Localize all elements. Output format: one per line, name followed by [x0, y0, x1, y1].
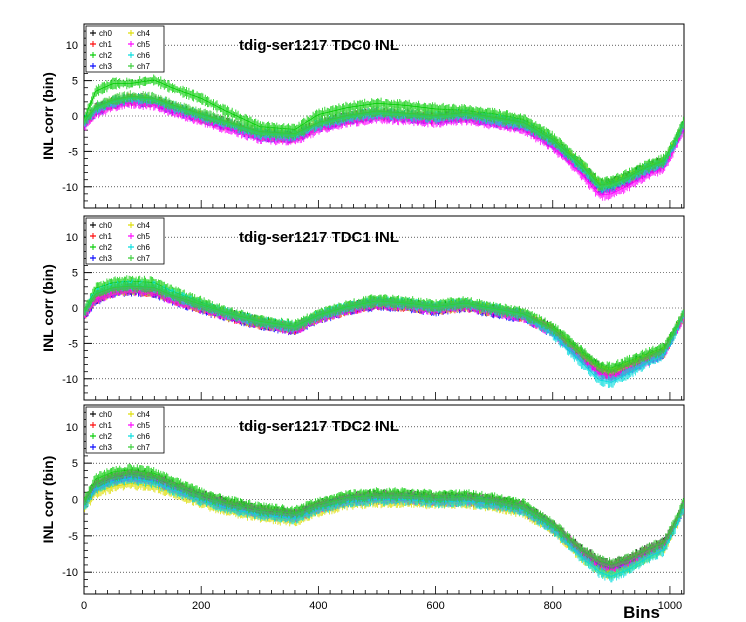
y-tick-label: 10: [66, 40, 78, 52]
legend-box: [85, 25, 165, 73]
y-tick-label: -10: [62, 374, 78, 386]
series-line: [84, 478, 684, 577]
y-tick-label: -10: [62, 182, 78, 194]
legend-entry: ch5: [137, 232, 150, 241]
legend-box: [85, 406, 165, 454]
legend-entry: ch6: [137, 432, 150, 441]
x-tick-label: 800: [544, 600, 562, 612]
legend-entry: ch3: [99, 443, 112, 452]
y-tick-label: 0: [72, 495, 78, 507]
legend-entry: ch4: [137, 29, 150, 38]
legend-entry: ch2: [99, 432, 112, 441]
y-axis-label: INL corr (bin): [40, 72, 56, 160]
legend-entry: ch0: [99, 29, 112, 38]
series-ch6: [84, 473, 684, 583]
x-tick-label: 600: [426, 600, 444, 612]
y-axis-label: INL corr (bin): [40, 456, 56, 544]
legend-entry: ch0: [99, 410, 112, 419]
x-axis-label: Bins: [623, 603, 660, 622]
legend-entry: ch3: [99, 62, 112, 71]
y-tick-label: 10: [66, 422, 78, 434]
x-tick-label: 1000: [658, 600, 682, 612]
panel-1: -10 -5 0 5 10 INL corr (bin) ch0 ch1 ch2 ch3 ch4 ch…: [40, 215, 685, 401]
series-line: [84, 472, 684, 565]
series-line: [84, 285, 684, 371]
series-line: [84, 95, 684, 186]
legend-entry: ch5: [137, 40, 150, 49]
legend-entry: ch4: [137, 221, 150, 230]
y-tick-label: -5: [68, 146, 78, 158]
legend-box: [85, 217, 165, 265]
chart-title: tdig-ser1217 TDC0 INL: [239, 37, 399, 54]
legend-entry: ch7: [137, 62, 150, 71]
panel-0: -10 -5 0 5 10 INL corr (bin) ch0 ch1 ch2 ch3 ch4 ch…: [40, 23, 685, 209]
y-tick-label: -10: [62, 567, 78, 579]
legend-entry: ch6: [137, 243, 150, 252]
series-ch7: [84, 90, 684, 191]
panel-2: -10 -5 0 5 10 INL corr (bin) 0 200 400 600 800 1000…: [40, 404, 685, 612]
legend-entry: ch2: [99, 243, 112, 252]
x-tick-label: 200: [192, 600, 210, 612]
legend-entry: ch1: [99, 40, 112, 49]
y-tick-label: 0: [72, 303, 78, 315]
legend-entry: ch1: [99, 421, 112, 430]
chart-title: tdig-ser1217 TDC2 INL: [239, 418, 399, 435]
y-tick-label: -5: [68, 338, 78, 350]
legend-entry: ch2: [99, 51, 112, 60]
series-ch7: [84, 466, 684, 571]
legend-entry: ch6: [137, 51, 150, 60]
legend-entry: ch5: [137, 421, 150, 430]
legend-entry: ch3: [99, 254, 112, 263]
y-axis-label: INL corr (bin): [40, 264, 56, 352]
y-tick-label: 5: [72, 458, 78, 470]
legend-entry: ch7: [137, 254, 150, 263]
panels-group: -10 -5 0 5 10 INL corr (bin) ch0 ch1 ch2 ch3 ch4 ch…: [40, 23, 685, 612]
y-tick-label: -5: [68, 531, 78, 543]
series-ch7: [84, 280, 684, 376]
chart-title: tdig-ser1217 TDC1 INL: [239, 229, 399, 246]
legend-entry: ch0: [99, 221, 112, 230]
y-tick-label: 10: [66, 232, 78, 244]
y-tick-label: 0: [72, 111, 78, 123]
y-tick-label: 5: [72, 76, 78, 88]
x-tick-label: 400: [309, 600, 327, 612]
legend-entry: ch4: [137, 410, 150, 419]
legend-entry: ch7: [137, 443, 150, 452]
y-tick-label: 5: [72, 268, 78, 280]
x-tick-label: 0: [81, 600, 87, 612]
legend-entry: ch1: [99, 232, 112, 241]
